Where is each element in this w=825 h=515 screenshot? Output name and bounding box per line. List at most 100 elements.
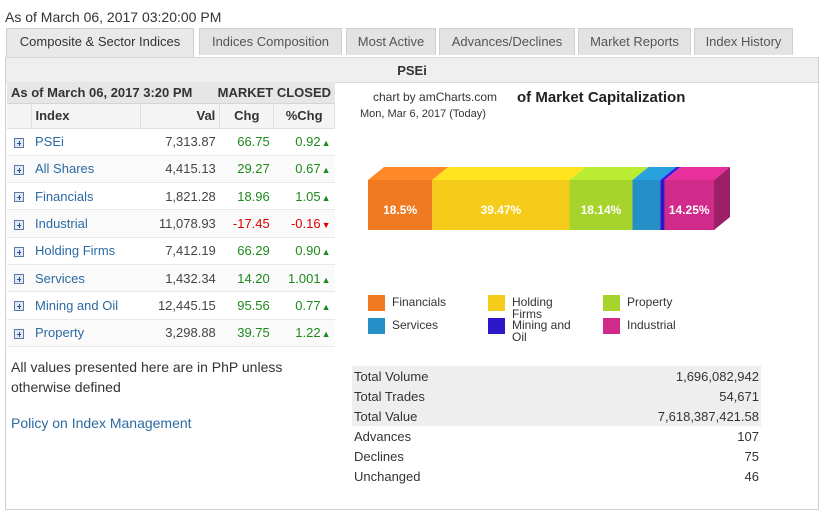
index-change: 66.75 [219,128,274,156]
expand-icon[interactable] [14,246,24,257]
bar-segment-top [632,167,677,180]
bar-segment-top [432,167,586,180]
expand-cell [7,128,31,156]
col-header-pct[interactable]: %Chg [273,104,335,129]
index-pct-change: 1.05 [295,188,321,204]
index-name[interactable]: Financials [31,182,141,211]
legend-swatch [368,295,385,311]
stats-row: Unchanged 46 [352,466,761,486]
col-header-val[interactable]: Val [140,104,221,129]
tab-indices-composition[interactable]: Indices Composition [199,28,342,55]
table-row: All Shares 4,415.13 29.27 0.67▲ [7,155,335,184]
expand-cell [7,291,31,320]
bar-segment-label: 18.14% [581,203,622,217]
bar-segment-services[interactable] [632,167,677,230]
index-pct-change: 0.77 [295,297,321,313]
legend-label: Industrial [627,318,676,332]
index-name[interactable]: Industrial [31,209,141,238]
table-status-bar: As of March 06, 2017 3:20 PM MARKET CLOS… [7,82,335,104]
expand-icon[interactable] [14,219,24,230]
stats-value: 7,618,387,421.58 [526,406,761,426]
tab-market-reports[interactable]: Market Reports [578,28,691,55]
chart-date: Mon, Mar 6, 2017 (Today) [360,108,486,120]
index-name[interactable]: Services [31,264,141,293]
table-row: Property 3,298.88 39.75 1.22▲ [7,319,335,347]
index-name[interactable]: Holding Firms [31,237,141,265]
expand-cell [7,209,31,238]
expand-cell [7,319,31,347]
stats-row: Total Trades 54,671 [352,386,761,406]
index-value: 3,298.88 [140,319,220,347]
bar-segment-label: 14.25% [669,203,710,217]
bar-segment-front [569,180,633,230]
index-pct-change: 1.22 [295,325,321,341]
tab-composite-sector-indices[interactable]: Composite & Sector Indices [6,28,194,57]
tab-most-active[interactable]: Most Active [346,28,436,55]
expand-icon[interactable] [14,328,24,339]
market-cap-bar-chart: 18.5% 39.47% 18.14% 14.25% [368,167,730,230]
policy-link[interactable]: Policy on Index Management [11,415,192,431]
stats-label: Unchanged [354,468,421,484]
expand-cell [7,155,31,184]
expand-column-header [7,104,32,129]
table-row: PSEi 7,313.87 66.75 0.92▲ [7,128,335,156]
index-value: 7,313.87 [140,128,220,156]
index-pct-change-cell: 1.001▲ [273,264,335,293]
col-header-index[interactable]: Index [31,104,142,129]
bar-segment-mining-and-oil[interactable] [660,167,681,230]
stats-label: Advances [354,428,412,444]
index-pct-change-cell: 0.67▲ [273,155,335,184]
table-row: Holding Firms 7,412.19 66.29 0.90▲ [7,237,335,265]
stats-row: Total Volume 1,696,082,942 [352,366,761,386]
bar-segment-financials[interactable] [368,167,449,230]
stats-row: Advances 107 [352,426,761,446]
arrow-down-icon: ▼ [321,220,331,231]
bar-segment-holding-firms[interactable] [432,167,586,230]
col-header-chg[interactable]: Chg [219,104,275,129]
index-change: 39.75 [219,319,274,347]
index-pct-change-cell: -0.16▼ [273,209,335,238]
arrow-up-icon: ▲ [321,192,331,203]
tab-index-history[interactable]: Index History [694,28,793,55]
bar-segment-top [660,167,681,180]
expand-icon[interactable] [14,137,24,148]
index-name[interactable]: PSEi [31,128,141,156]
bar-segment-front [664,180,714,230]
index-name[interactable]: Property [31,319,141,347]
index-name[interactable]: All Shares [31,155,141,184]
panel-title: PSEi [6,57,818,83]
stats-value: 54,671 [526,386,761,406]
table-row: Mining and Oil 12,445.15 95.56 0.77▲ [7,291,335,320]
bar-segment-label: 18.5% [383,203,417,217]
expand-icon[interactable] [14,301,24,312]
chart-legend: Financials Holding Firms Property Services M… [368,295,728,345]
bar-segment-industrial[interactable] [664,167,730,230]
index-change: -17.45 [219,209,274,238]
arrow-up-icon: ▲ [321,329,331,340]
legend-swatch [603,318,620,334]
legend-label: Mining and Oil [512,318,571,344]
table-row: Financials 1,821.28 18.96 1.05▲ [7,182,335,211]
expand-icon[interactable] [14,192,24,203]
arrow-up-icon: ▲ [321,138,331,149]
bar-segment-front [432,180,570,230]
table-row: Industrial 11,078.93 -17.45 -0.16▼ [7,209,335,238]
index-value: 7,412.19 [140,237,220,265]
index-value: 4,415.13 [140,155,220,184]
index-pct-change: 0.92 [295,134,321,150]
legend-label: Holding Firms [512,295,553,321]
index-change: 18.96 [219,182,274,211]
tab-advances-declines[interactable]: Advances/Declines [439,28,575,55]
expand-icon[interactable] [14,165,24,175]
index-name[interactable]: Mining and Oil [31,291,141,320]
bar-segment-property[interactable] [569,167,649,230]
index-value: 12,445.15 [140,291,220,320]
index-pct-change: -0.16 [290,216,321,232]
chart-credit[interactable]: chart by amCharts.com [373,90,498,104]
expand-icon[interactable] [14,274,24,285]
index-change: 29.27 [219,155,274,184]
bar-segment-front [660,180,665,230]
stats-label: Total Value [352,406,527,426]
index-table: Index Val Chg %Chg PSEi 7,313.87 66.75 0.92… [7,104,335,347]
bar-segment-front [368,180,433,230]
